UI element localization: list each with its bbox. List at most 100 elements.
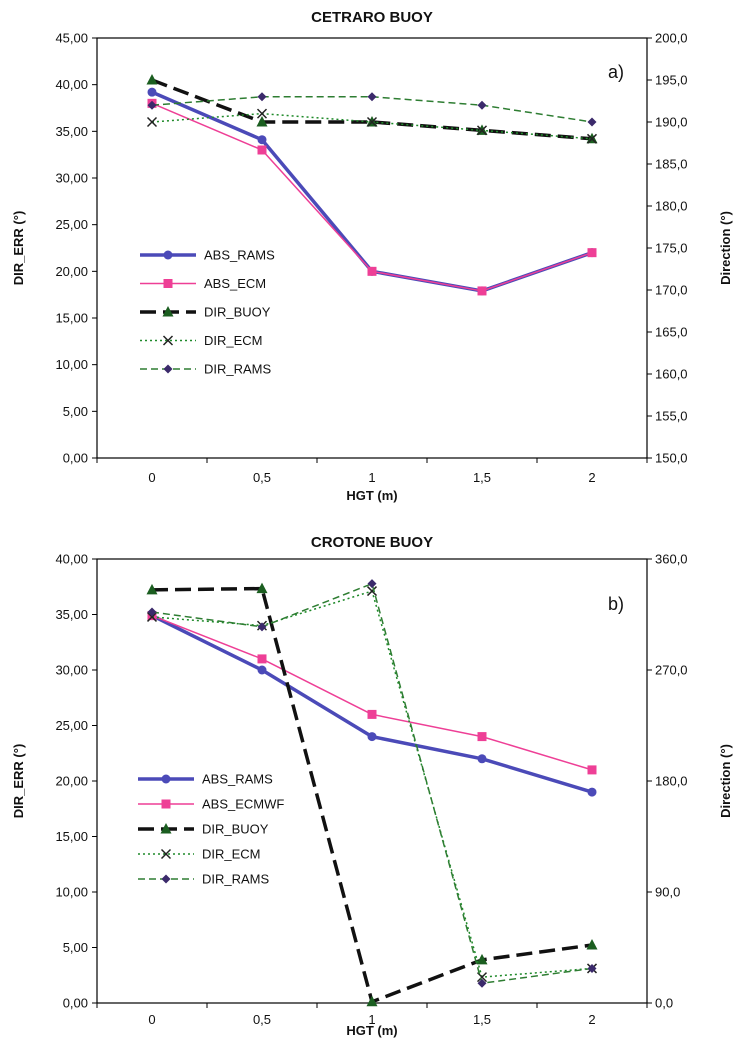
y-tick-label: 40,00 xyxy=(55,77,88,92)
chart-title: CETRARO BUOY xyxy=(311,9,433,26)
legend-label-dir-ecm: DIR_ECM xyxy=(204,333,263,348)
data-point-dir-ecm xyxy=(146,116,158,128)
y-tick-label: 25,00 xyxy=(55,217,88,232)
legend-marker-abs-ecm xyxy=(163,279,173,288)
y-tick-label: 20,00 xyxy=(55,264,88,279)
legend-marker-dir-rams xyxy=(161,874,171,884)
y-tick-label: 25,00 xyxy=(55,718,88,733)
panel-label: a) xyxy=(608,62,624,82)
legend-label-dir-rams: DIR_RAMS xyxy=(202,872,270,887)
y-tick-label: 30,00 xyxy=(55,171,88,186)
data-point-dir-rams xyxy=(367,92,377,102)
x-tick-label: 2 xyxy=(588,470,595,485)
data-point-dir-rams xyxy=(477,100,487,110)
x-tick-label: 0 xyxy=(148,470,155,485)
data-point-abs-rams xyxy=(587,787,597,797)
plot-area xyxy=(96,558,648,1004)
y2-axis-label: Direction (°) xyxy=(718,211,733,285)
y2-tick-label: 150,0 xyxy=(655,451,688,466)
data-point-abs-ecm xyxy=(367,266,377,276)
data-point-abs-ecm xyxy=(257,145,267,155)
y2-tick-label: 175,0 xyxy=(655,241,688,256)
data-point-dir-ecm xyxy=(146,611,158,622)
x-tick-label: 2 xyxy=(588,1012,595,1027)
y-tick-label: 10,00 xyxy=(55,357,88,372)
y-tick-label: 40,00 xyxy=(55,552,88,567)
data-point-dir-buoy xyxy=(366,995,378,1007)
series-dir-buoy xyxy=(146,582,598,1007)
data-point-dir-buoy xyxy=(586,939,598,950)
data-point-dir-rams xyxy=(587,117,597,127)
y2-tick-label: 200,0 xyxy=(655,31,688,46)
legend: ABS_RAMS ABS_ECMWF DIR_BUOY DIR_ECM DIR_RAMS xyxy=(138,772,284,887)
y2-tick-label: 170,0 xyxy=(655,283,688,298)
series-abs-ecmwf xyxy=(147,611,597,775)
series-line-dir-buoy xyxy=(151,78,593,141)
series-abs-ecm xyxy=(147,98,597,296)
data-point-abs-rams xyxy=(367,732,377,742)
data-point-abs-ecmwf xyxy=(587,765,597,775)
data-point-abs-rams xyxy=(147,87,157,97)
y-tick-label: 0,00 xyxy=(63,996,88,1011)
y-tick-label: 35,00 xyxy=(55,607,88,622)
data-point-dir-rams xyxy=(257,622,267,632)
legend-marker-dir-rams xyxy=(163,364,173,374)
y-tick-label: 20,00 xyxy=(55,774,88,789)
y2-tick-label: 155,0 xyxy=(655,409,688,424)
y2-tick-label: 180,0 xyxy=(655,774,688,789)
legend-label-dir-ecm: DIR_ECM xyxy=(202,847,261,862)
data-point-dir-rams xyxy=(477,978,487,988)
data-point-abs-ecmwf xyxy=(257,654,267,664)
data-point-dir-ecm xyxy=(366,586,378,597)
x-tick-label: 1,5 xyxy=(473,1012,491,1027)
legend: ABS_RAMS ABS_ECM DIR_BUOY DIR_ECM DIR_RAMS xyxy=(140,248,275,377)
y-tick-label: 15,00 xyxy=(55,311,88,326)
x-axis-label: HGT (m) xyxy=(346,488,397,503)
x-tick-label: 0 xyxy=(148,1012,155,1027)
y2-tick-label: 185,0 xyxy=(655,157,688,172)
x-tick-label: 0,5 xyxy=(253,470,271,485)
y2-tick-label: 0,0 xyxy=(655,996,673,1011)
panel-label: b) xyxy=(608,594,624,614)
y2-tick-label: 190,0 xyxy=(655,115,688,130)
y-tick-label: 0,00 xyxy=(63,451,88,466)
legend-label-dir-buoy: DIR_BUOY xyxy=(202,822,269,837)
legend-label-abs-ecm: ABS_ECM xyxy=(204,276,266,291)
y2-tick-label: 160,0 xyxy=(655,367,688,382)
legend-marker-abs-ecmwf xyxy=(161,799,171,809)
data-point-dir-ecm xyxy=(256,108,268,119)
legend-marker-dir-buoy xyxy=(162,306,174,317)
legend-marker-abs-rams xyxy=(161,774,171,784)
data-point-dir-ecm xyxy=(366,116,378,128)
data-point-dir-buoy xyxy=(476,953,488,965)
y-tick-label: 5,00 xyxy=(63,940,88,955)
y-tick-label: 35,00 xyxy=(55,124,88,139)
y2-tick-label: 180,0 xyxy=(655,199,688,214)
legend-label-abs-ecmwf: ABS_ECMWF xyxy=(202,797,284,812)
series-line-dir-buoy xyxy=(151,586,593,1004)
y2-tick-label: 270,0 xyxy=(655,663,688,678)
legend-label-dir-rams: DIR_RAMS xyxy=(204,362,272,377)
legend-label-dir-buoy: DIR_BUOY xyxy=(204,305,271,320)
data-point-abs-rams xyxy=(257,135,267,145)
data-point-dir-rams xyxy=(257,92,267,102)
data-point-dir-rams xyxy=(147,607,157,617)
y2-tick-label: 195,0 xyxy=(655,73,688,88)
legend-marker-dir-ecm xyxy=(162,335,174,346)
y-tick-label: 10,00 xyxy=(55,885,88,900)
y-axis-label: DIR_ERR (°) xyxy=(11,211,26,286)
chart-title: CROTONE BUOY xyxy=(311,534,433,551)
data-point-abs-rams xyxy=(477,754,487,764)
x-tick-label: 1 xyxy=(368,470,375,485)
y-tick-label: 30,00 xyxy=(55,663,88,678)
data-point-dir-buoy xyxy=(256,582,268,594)
legend-marker-dir-buoy xyxy=(160,823,172,834)
y2-tick-label: 90,0 xyxy=(655,885,680,900)
x-tick-label: 1,5 xyxy=(473,470,491,485)
series-dir-rams xyxy=(147,579,597,988)
y-tick-label: 15,00 xyxy=(55,829,88,844)
series-line-abs-ecmwf xyxy=(151,614,593,771)
data-point-dir-buoy xyxy=(256,116,268,127)
data-point-dir-buoy xyxy=(146,583,158,595)
y-tick-label: 45,00 xyxy=(55,31,88,46)
